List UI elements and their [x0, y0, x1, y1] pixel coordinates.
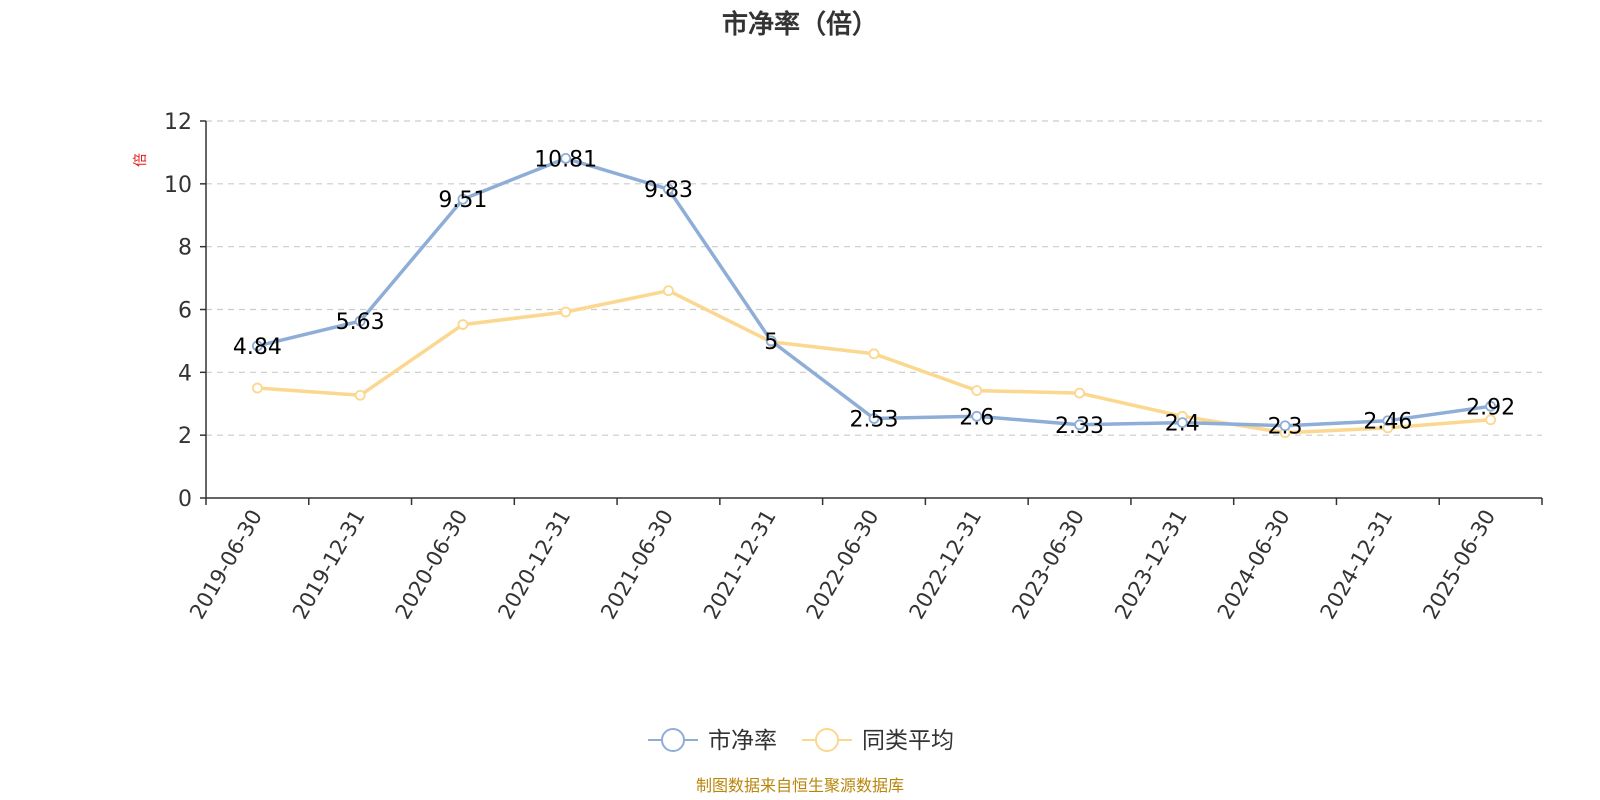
- legend-label: 同类平均: [862, 728, 954, 754]
- data-point: [560, 306, 572, 318]
- data-point: [251, 382, 263, 394]
- x-tick-label: 2021-12-31: [699, 506, 781, 624]
- data-point: [560, 152, 572, 164]
- x-tick-label: 2020-12-31: [493, 506, 575, 624]
- x-tick-label: 2025-06-30: [1418, 506, 1500, 624]
- y-tick-label: 10: [164, 173, 192, 198]
- data-label: 5.63: [336, 310, 385, 335]
- x-tick-label: 2022-06-30: [802, 506, 884, 624]
- y-tick-label: 6: [178, 299, 192, 324]
- chart-title: 市净率（倍）: [722, 9, 878, 40]
- legend-marker: [661, 728, 685, 752]
- y-tick-label: 2: [178, 424, 192, 449]
- data-point: [868, 413, 880, 424]
- y-tick-label: 0: [178, 487, 192, 512]
- data-label: 4.84: [233, 335, 282, 360]
- series-市净率: [251, 152, 1497, 432]
- x-tick-label: 2024-06-30: [1213, 506, 1295, 624]
- x-tick-label: 2021-06-30: [596, 506, 678, 624]
- data-point: [868, 348, 880, 360]
- data-label: 2.53: [850, 408, 899, 433]
- x-tick-label: 2024-12-31: [1316, 506, 1398, 624]
- x-tick-label: 2023-12-31: [1110, 506, 1192, 624]
- data-point: [354, 389, 366, 401]
- y-tick-label: 4: [178, 361, 192, 386]
- source-note: 制图数据来自恒生聚源数据库: [696, 776, 904, 795]
- data-point: [1382, 415, 1394, 427]
- data-point: [1279, 420, 1291, 432]
- data-point: [457, 319, 469, 330]
- data-point: [971, 410, 983, 422]
- data-point: [663, 183, 674, 195]
- data-label: 9.51: [438, 188, 487, 213]
- data-label: 10.81: [534, 147, 597, 172]
- data-point: [1074, 387, 1085, 399]
- data-point: [457, 193, 469, 205]
- series-同类平均: [251, 285, 1497, 439]
- legend: 市净率 同类平均: [648, 728, 954, 754]
- legend-item: 市净率: [648, 728, 777, 754]
- x-tick-label: 2019-12-31: [288, 506, 370, 624]
- data-point: [971, 385, 983, 396]
- data-point: [251, 340, 263, 352]
- x-tick-label: 2022-12-31: [904, 506, 986, 624]
- y-tick-label: 8: [178, 236, 192, 261]
- data-point: [1485, 414, 1497, 426]
- data-point: [765, 335, 777, 347]
- data-label: 2.4: [1165, 412, 1200, 437]
- y-tick-label: 12: [164, 110, 192, 135]
- y-axis-unit: 倍: [133, 153, 149, 167]
- series-layer: [251, 152, 1497, 439]
- x-tick-label: 2023-06-30: [1007, 506, 1089, 624]
- data-label: 2.92: [1466, 395, 1515, 420]
- data-point: [354, 315, 366, 327]
- x-tick-label: 2019-06-30: [185, 506, 267, 624]
- data-label: 2.6: [959, 405, 994, 430]
- data-label: 9.83: [644, 178, 693, 203]
- data-point: [663, 285, 674, 297]
- data-labels: 4.84 5.63 9.51 10.81 9.83 5 2.53 2.6 2.33 2.4 2.3 2…: [233, 147, 1515, 439]
- legend-item: 同类平均: [802, 728, 954, 754]
- legend-marker: [815, 728, 839, 752]
- data-label: 2.46: [1363, 410, 1412, 435]
- data-label: 2.33: [1055, 414, 1104, 439]
- data-label: 5: [764, 330, 778, 355]
- legend-label: 市净率: [708, 728, 777, 754]
- data-point: [1074, 419, 1085, 431]
- x-tick-label: 2020-06-30: [391, 506, 473, 624]
- data-point: [1485, 400, 1497, 412]
- grid-lines: [206, 120, 1542, 436]
- data-point: [1176, 417, 1188, 429]
- data-label: 2.3: [1268, 415, 1303, 440]
